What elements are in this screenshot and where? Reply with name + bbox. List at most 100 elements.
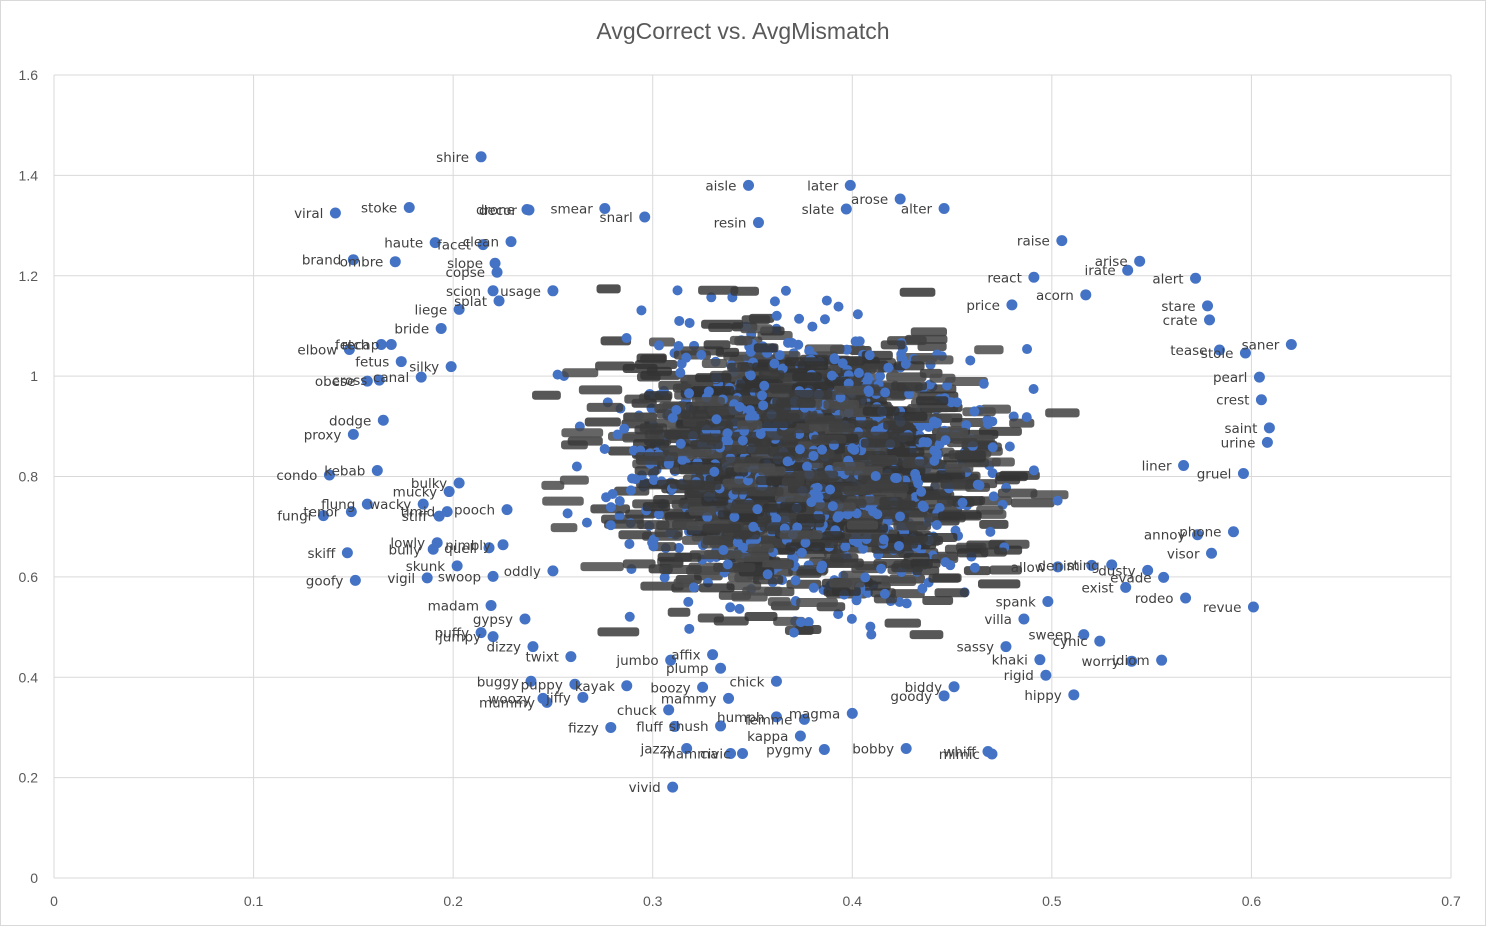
- background-point: [852, 309, 863, 320]
- x-tick-label: 0.2: [443, 893, 463, 909]
- background-label-ink: [829, 578, 865, 588]
- data-point: [743, 179, 755, 191]
- background-point: [790, 575, 801, 586]
- data-label: gypsy: [473, 612, 513, 628]
- data-point: [605, 721, 617, 733]
- background-point: [774, 350, 785, 361]
- data-label: tease: [1170, 343, 1207, 359]
- background-point: [795, 617, 806, 628]
- background-label-ink: [880, 340, 906, 350]
- data-label: alert: [1152, 271, 1183, 287]
- data-label: dusty: [1098, 563, 1135, 579]
- data-label: madam: [428, 598, 479, 614]
- background-point: [647, 537, 658, 548]
- background-label-ink: [695, 373, 732, 383]
- data-label: dizzy: [486, 640, 520, 656]
- background-label-ink: [578, 385, 623, 395]
- background-point: [734, 603, 745, 614]
- data-point: [343, 344, 355, 356]
- background-label-ink: [893, 411, 928, 421]
- background-label-ink: [690, 440, 723, 450]
- data-label: aisle: [705, 178, 736, 194]
- background-label-ink: [702, 535, 733, 545]
- data-label: fetch: [335, 338, 369, 354]
- background-label-ink: [669, 447, 712, 457]
- data-label: skiff: [307, 546, 336, 562]
- background-label-ink: [795, 470, 839, 480]
- background-label-ink: [910, 327, 948, 337]
- background-label-ink: [779, 530, 823, 540]
- data-point: [445, 361, 457, 373]
- data-label: oddly: [504, 564, 541, 580]
- background-point: [987, 468, 998, 479]
- background-point: [833, 609, 844, 620]
- data-label: smear: [550, 201, 593, 217]
- background-label-ink: [640, 370, 681, 380]
- data-point: [1202, 300, 1214, 312]
- background-label-ink: [737, 420, 763, 430]
- data-point: [323, 469, 335, 481]
- background-point: [614, 496, 625, 507]
- data-label: snarl: [600, 210, 633, 226]
- axis-tick-labels: 0 0.1 0.2 0.3 0.4 0.5 0.6 0.7 0 0.2 0.4 0.6 0.8 1 1.2 1…: [19, 67, 1461, 909]
- background-label-ink: [542, 496, 584, 506]
- data-label: arise: [1095, 254, 1128, 270]
- y-tick-label: 0.6: [19, 569, 39, 585]
- data-point: [569, 678, 581, 690]
- background-label-ink: [550, 523, 578, 533]
- data-label: sting: [1067, 558, 1100, 574]
- background-point: [957, 497, 968, 508]
- data-point: [427, 543, 439, 555]
- background-label-ink: [788, 484, 811, 494]
- background-point: [794, 444, 805, 455]
- background-point: [624, 538, 635, 549]
- data-point: [361, 375, 373, 387]
- background-label-ink: [701, 496, 729, 506]
- background-label-ink: [979, 509, 1007, 519]
- background-point: [771, 513, 782, 524]
- data-label: spank: [996, 594, 1036, 610]
- background-point: [931, 520, 942, 531]
- background-point: [706, 292, 717, 303]
- background-label-ink: [658, 380, 692, 390]
- data-point: [1255, 394, 1267, 406]
- background-point: [987, 442, 998, 453]
- background-label-ink: [886, 372, 927, 382]
- data-label: twixt: [526, 650, 559, 666]
- background-point: [755, 429, 766, 440]
- background-label-ink: [730, 286, 759, 296]
- data-point: [541, 696, 553, 708]
- background-label-ink: [846, 520, 879, 530]
- background-label-ink: [639, 423, 668, 433]
- data-label: femme: [745, 712, 793, 728]
- background-label-ink: [532, 390, 561, 400]
- data-label: kayak: [575, 679, 615, 695]
- data-label: fluff: [636, 719, 663, 735]
- data-point: [1178, 459, 1190, 471]
- data-label: saint: [1224, 421, 1257, 437]
- background-point: [901, 598, 912, 609]
- data-point: [938, 690, 950, 702]
- data-label: swoop: [438, 569, 481, 585]
- background-label-ink: [669, 479, 706, 489]
- background-point: [673, 340, 684, 351]
- data-label: slate: [802, 202, 835, 218]
- background-label-ink: [789, 389, 833, 399]
- background-point: [562, 508, 573, 519]
- background-point: [1028, 384, 1039, 395]
- data-point: [715, 662, 727, 674]
- data-label: cynic: [1053, 634, 1088, 650]
- background-label-ink: [831, 586, 861, 596]
- data-point: [477, 239, 489, 251]
- background-label-ink: [891, 381, 927, 391]
- background-label-ink: [642, 502, 671, 512]
- data-label: magma: [789, 706, 840, 722]
- data-point: [707, 649, 719, 661]
- data-point: [349, 574, 361, 586]
- data-point: [375, 339, 387, 351]
- data-points: [317, 151, 1297, 793]
- background-label-ink: [804, 415, 843, 425]
- background-label-ink: [922, 596, 954, 606]
- background-label-ink: [860, 438, 900, 448]
- background-label-ink: [624, 394, 651, 404]
